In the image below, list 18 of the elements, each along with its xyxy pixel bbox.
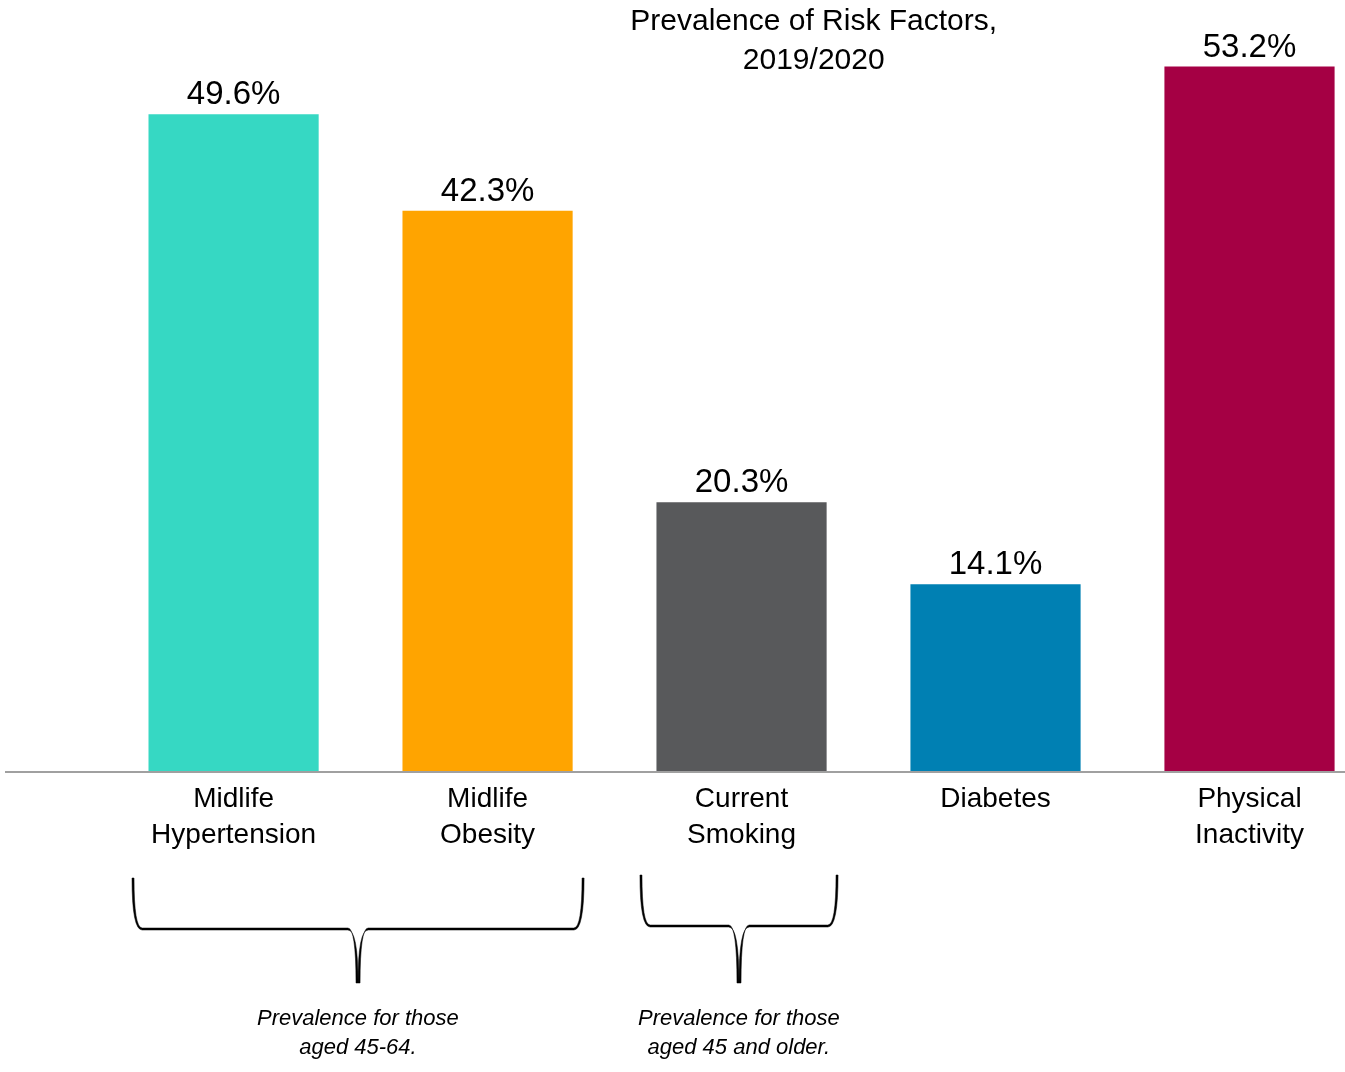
bar — [1164, 66, 1335, 771]
bar — [910, 584, 1081, 771]
x-tick-label: Midlife Obesity — [440, 781, 536, 849]
x-tick-label: Diabetes — [940, 781, 1051, 813]
chart-title: Prevalence of Risk Factors, 2019/2020 — [630, 3, 998, 75]
text: Prevalence for those aged 45-64. — [257, 1005, 459, 1059]
bar — [656, 502, 827, 771]
data-label: 42.3% — [440, 170, 535, 208]
x-tick-label: Midlife Hypertension — [151, 781, 317, 849]
bar — [148, 114, 319, 771]
x-tick-label: Physical Inactivity — [1195, 781, 1304, 849]
text: Prevalence for those aged 45 and older. — [638, 1005, 840, 1059]
data-label: 49.6% — [186, 74, 281, 112]
data-label: 20.3% — [694, 462, 789, 500]
data-label: 53.2% — [1202, 26, 1297, 64]
bar — [402, 210, 573, 771]
x-tick-label: Current Smoking — [687, 781, 797, 849]
data-label: 14.1% — [948, 544, 1043, 582]
